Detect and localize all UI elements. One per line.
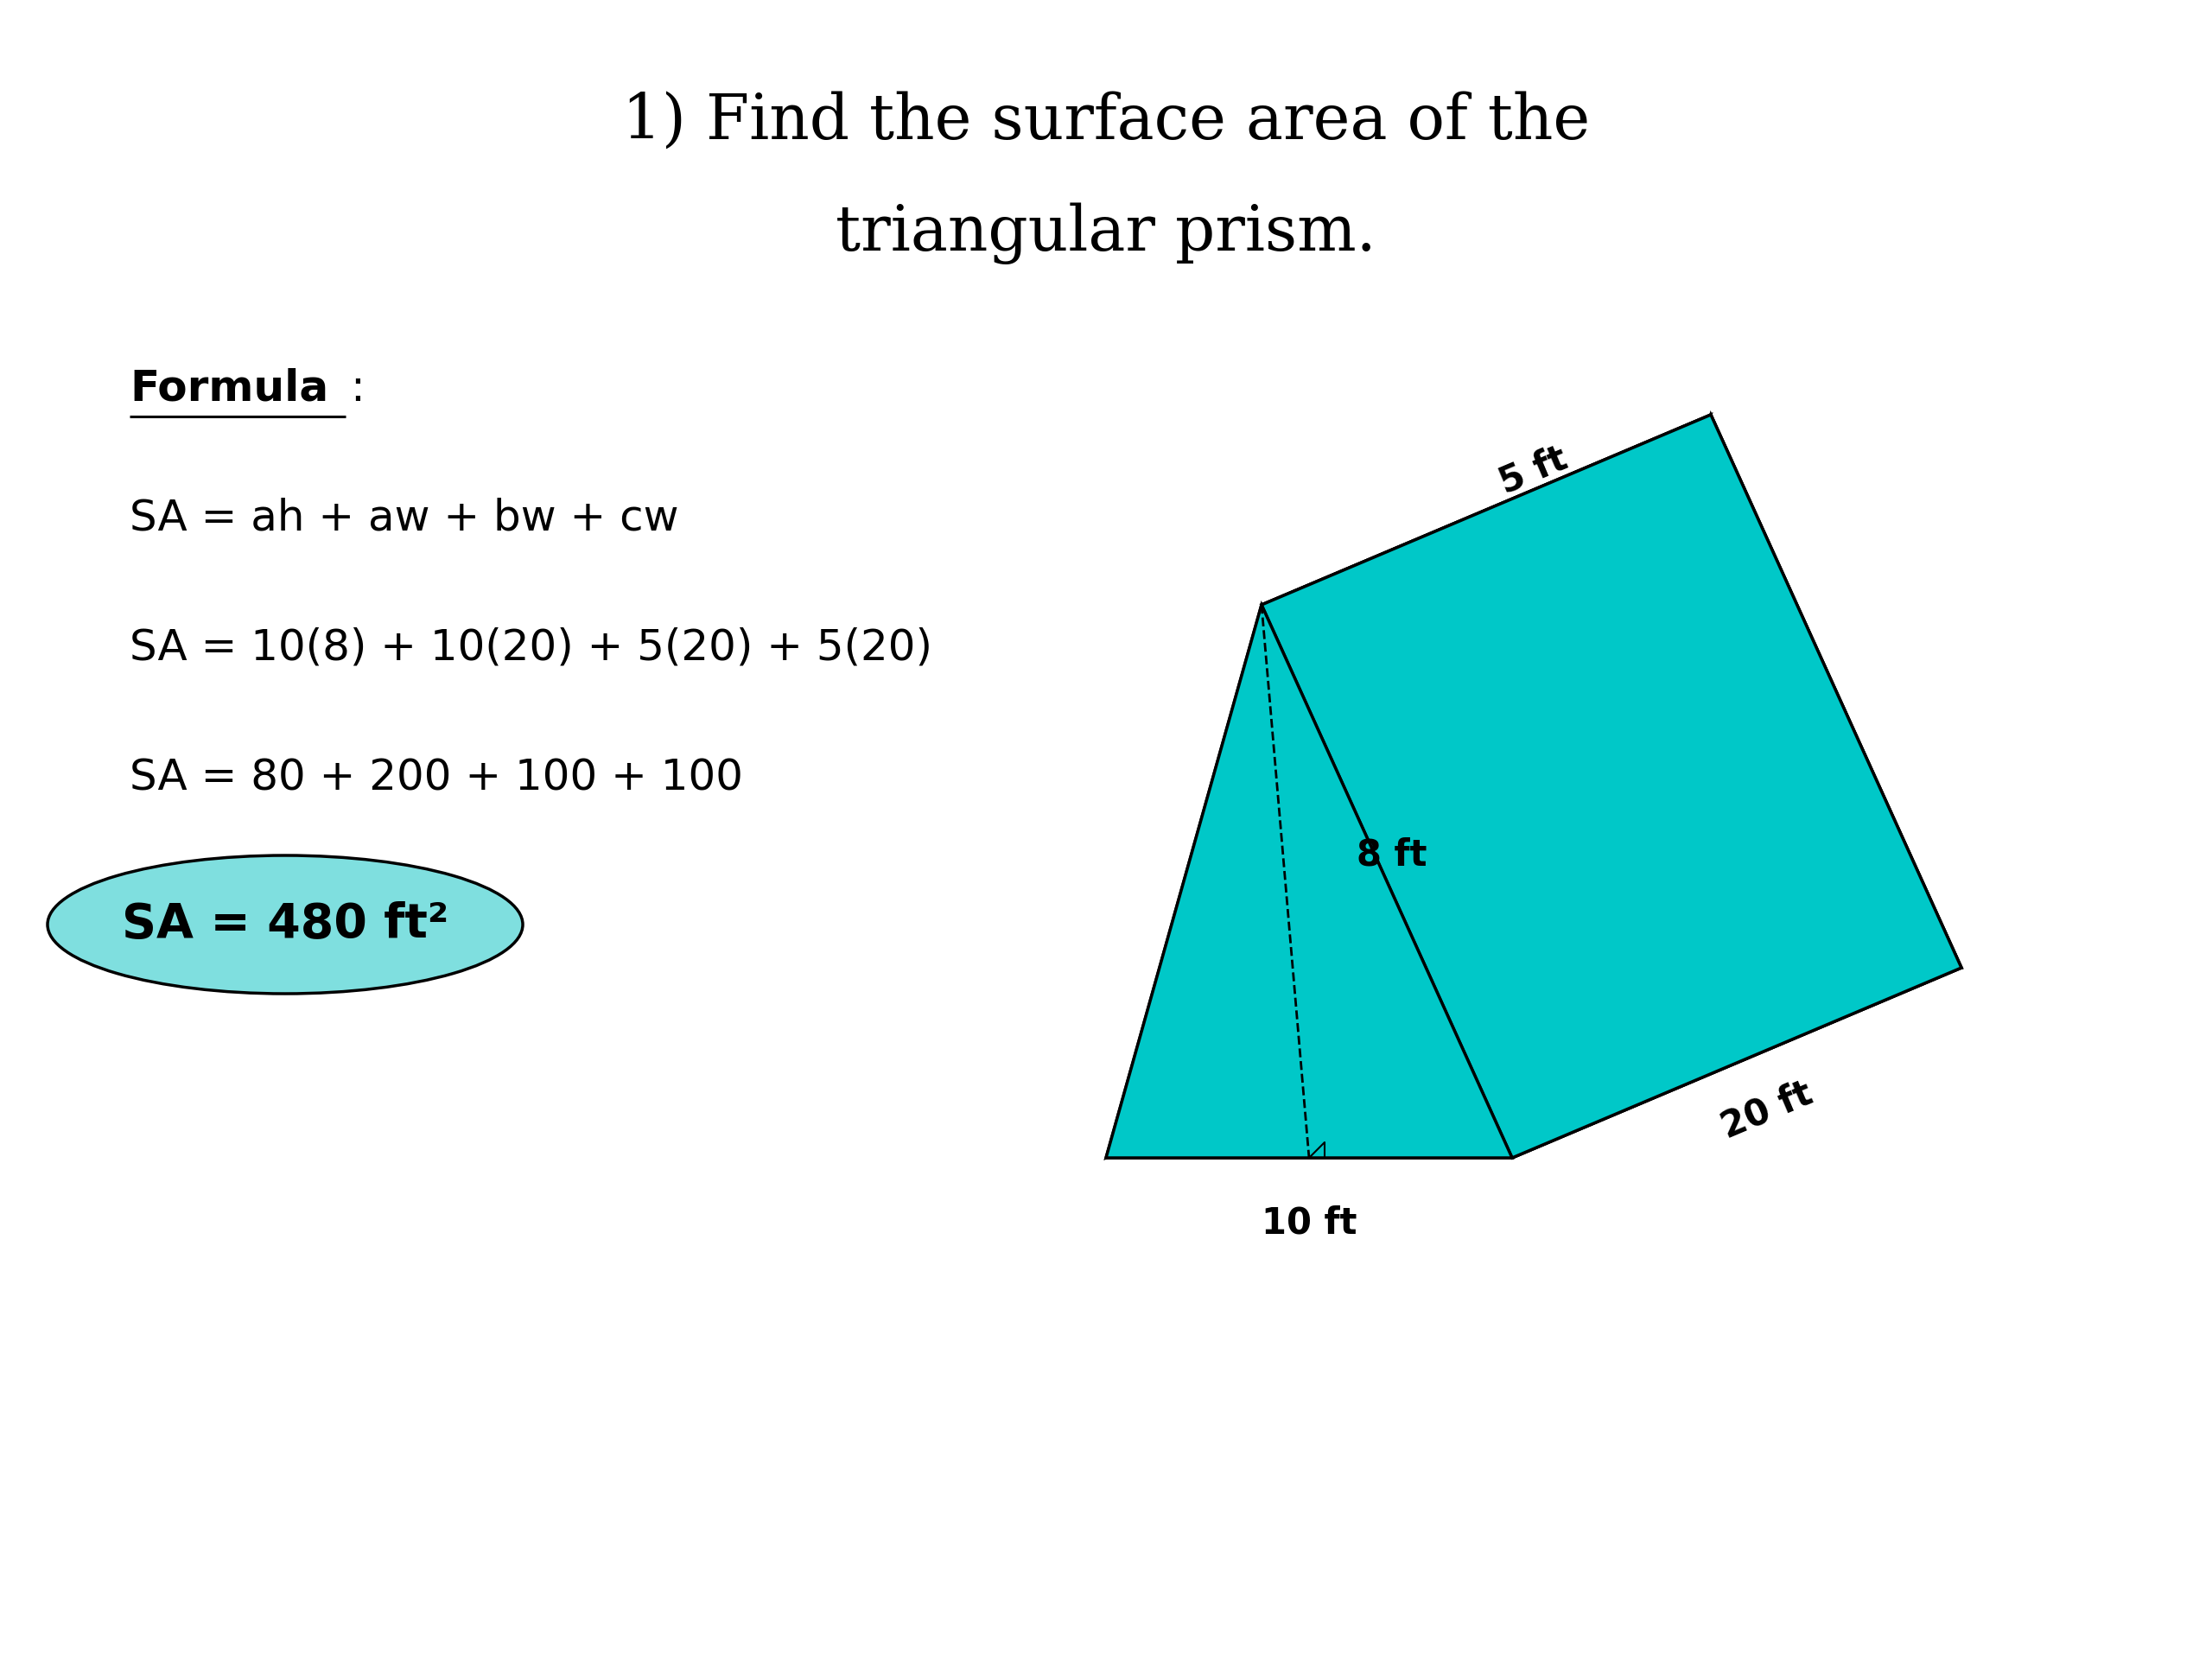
Polygon shape — [1106, 606, 1513, 1158]
Text: 1) Find the surface area of the: 1) Find the surface area of the — [622, 91, 1590, 151]
Ellipse shape — [46, 856, 522, 994]
Text: 20 ft: 20 ft — [1717, 1075, 1818, 1146]
Polygon shape — [1555, 415, 1962, 967]
Text: 10 ft: 10 ft — [1261, 1204, 1356, 1241]
Polygon shape — [1106, 415, 1710, 1158]
Polygon shape — [1106, 967, 1962, 1158]
Text: SA = 10(8) + 10(20) + 5(20) + 5(20): SA = 10(8) + 10(20) + 5(20) + 5(20) — [131, 627, 931, 669]
Polygon shape — [1261, 415, 1962, 1158]
Text: Formula: Formula — [131, 368, 327, 410]
Polygon shape — [1261, 415, 1962, 1158]
Text: 8 ft: 8 ft — [1356, 838, 1427, 874]
Text: SA = 80 + 200 + 100 + 100: SA = 80 + 200 + 100 + 100 — [131, 757, 743, 798]
Text: SA = ah + aw + bw + cw: SA = ah + aw + bw + cw — [131, 498, 679, 539]
Text: triangular prism.: triangular prism. — [836, 202, 1376, 264]
Text: SA = 480 ft²: SA = 480 ft² — [122, 901, 449, 947]
Text: :: : — [349, 368, 365, 410]
Text: 5 ft: 5 ft — [1495, 441, 1573, 501]
